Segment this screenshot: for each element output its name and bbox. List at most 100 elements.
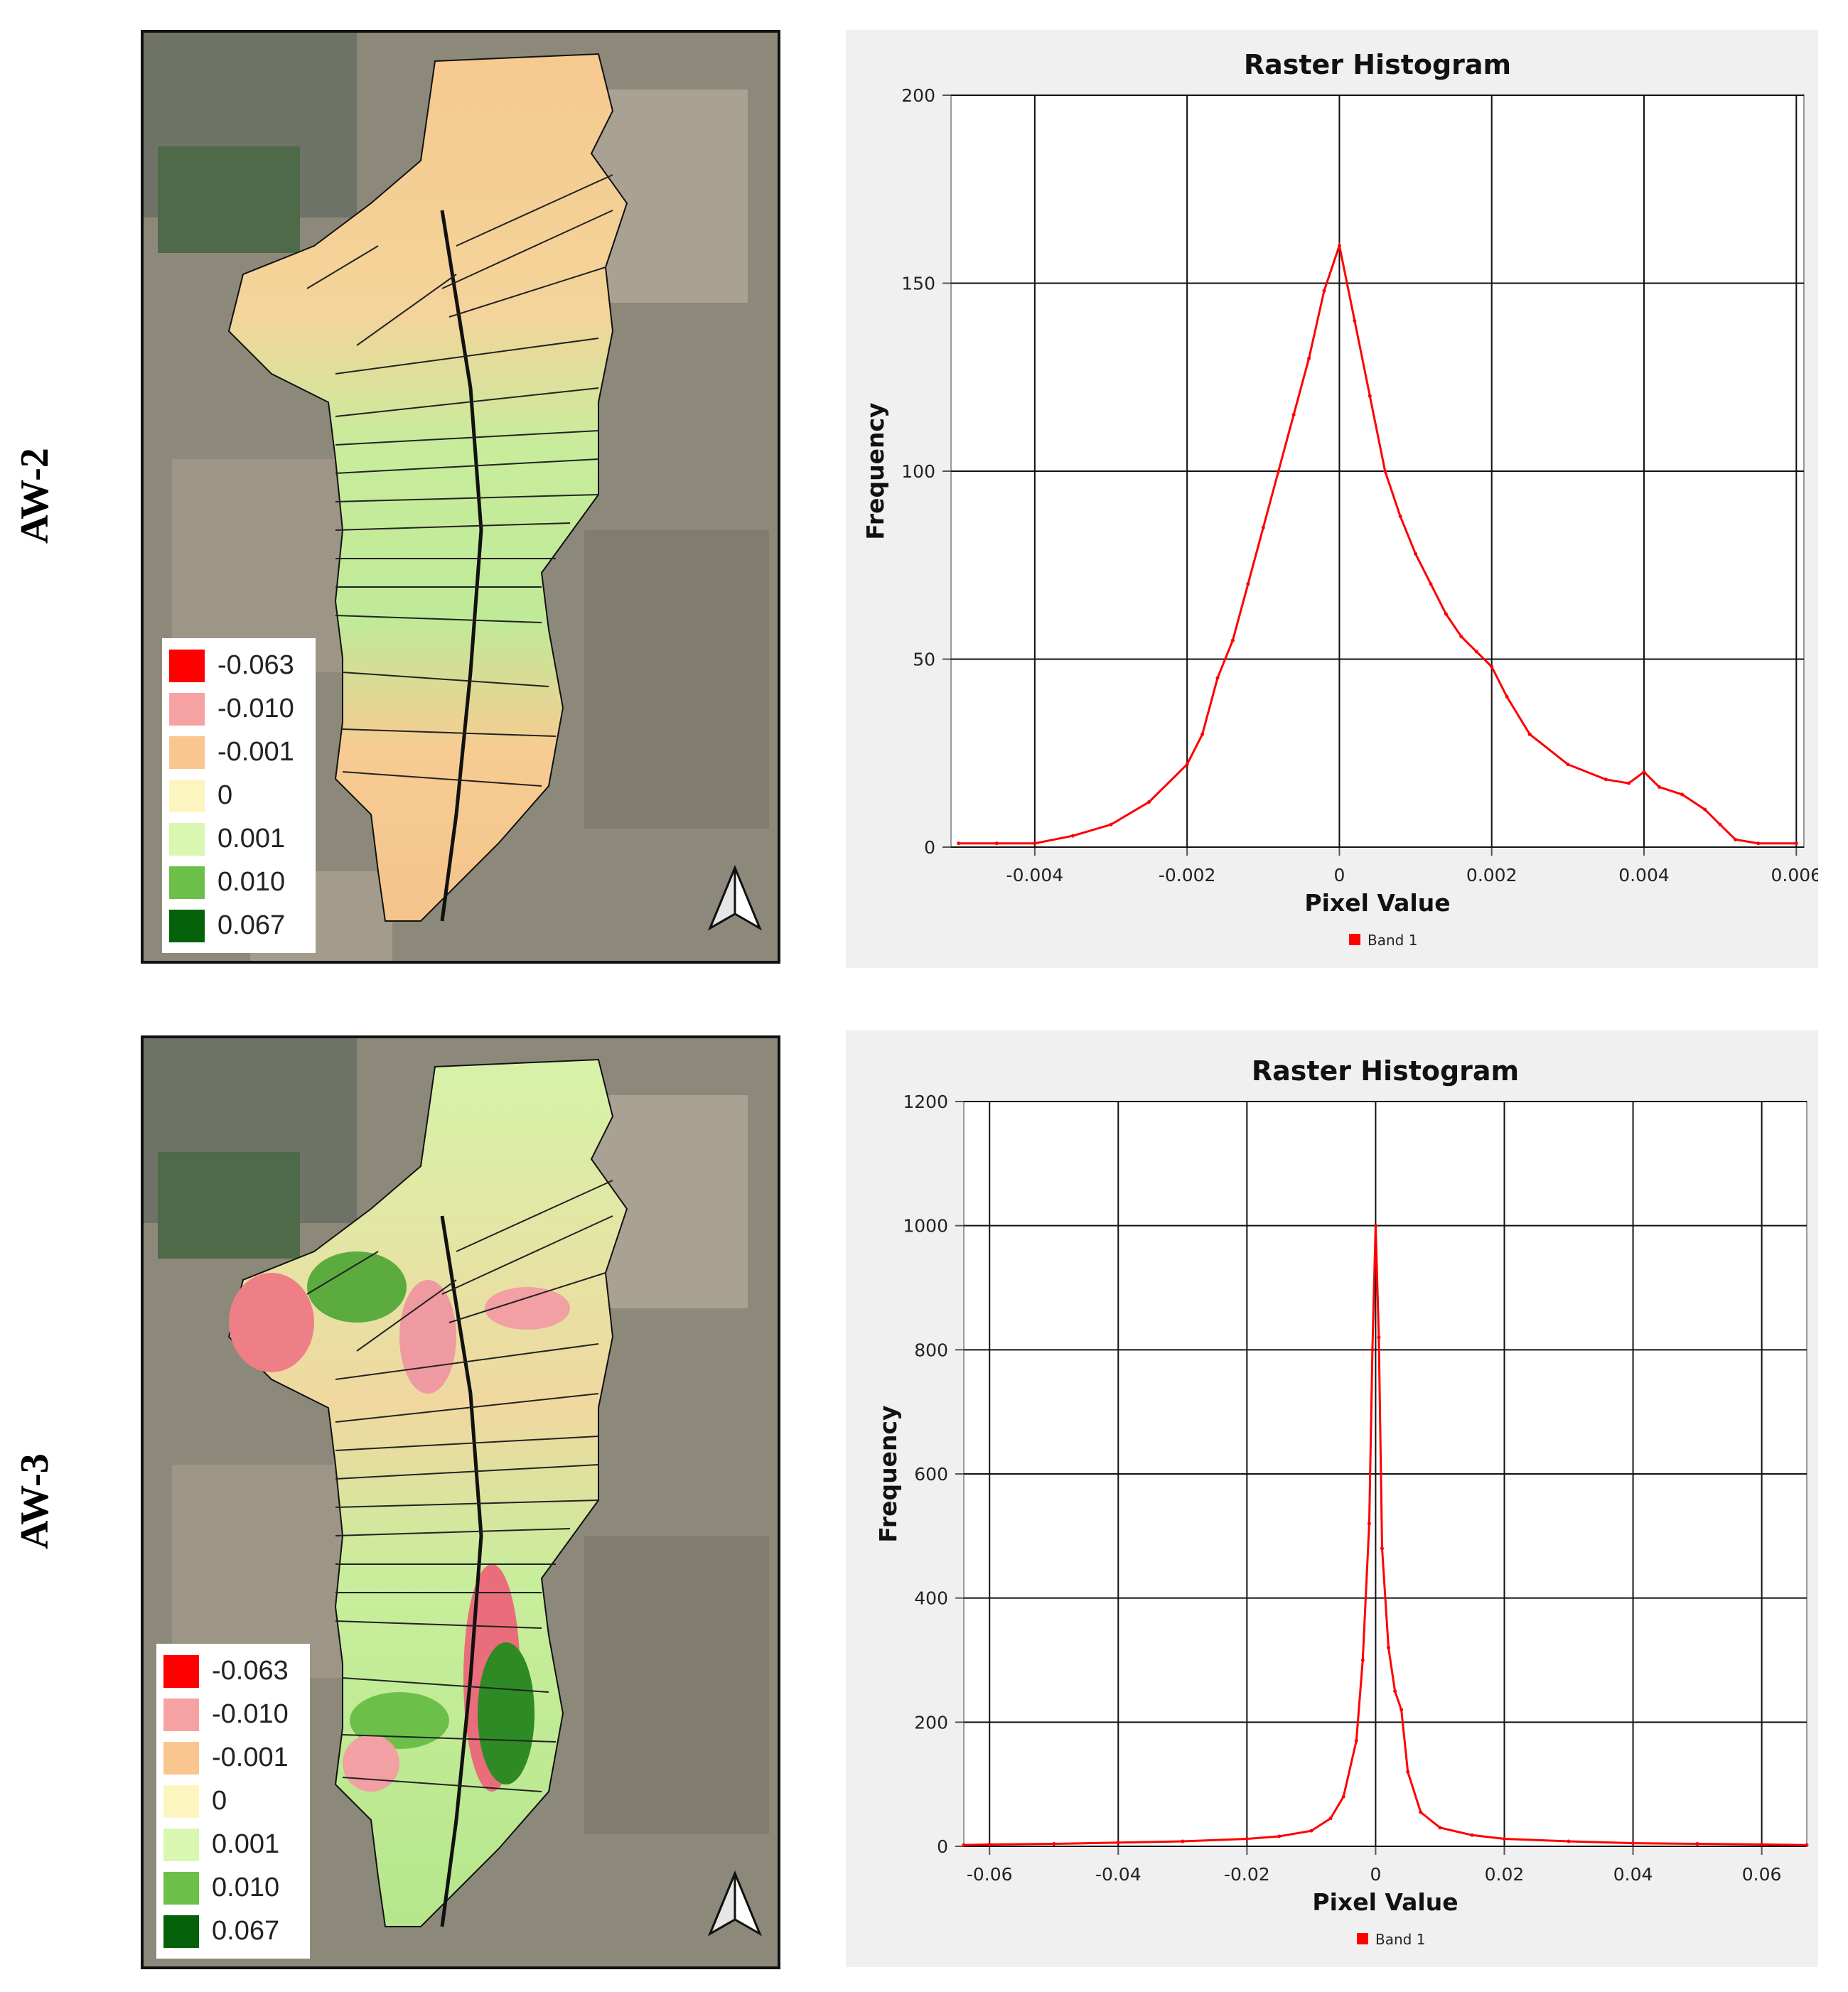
x-tick-label: 0.06 bbox=[1742, 1864, 1782, 1885]
legend-item: 0.067 bbox=[169, 904, 308, 947]
x-tick-label: 0.006 bbox=[1771, 865, 1818, 885]
data-point bbox=[1398, 514, 1402, 518]
map-aw3-legend: -0.063 -0.010 -0.001 0 0.001 0.010 0.067 bbox=[156, 1644, 310, 1959]
legend-swatch bbox=[163, 1871, 199, 1905]
data-point bbox=[1627, 781, 1631, 785]
legend-item: -0.063 bbox=[169, 644, 308, 687]
data-point bbox=[1261, 525, 1265, 529]
data-point bbox=[1337, 244, 1341, 248]
data-point bbox=[1291, 413, 1296, 417]
x-tick-label: 0.02 bbox=[1485, 1864, 1525, 1885]
data-point bbox=[1200, 732, 1205, 736]
legend-swatch bbox=[169, 909, 205, 942]
y-tick-label: 1000 bbox=[903, 1216, 948, 1237]
north-arrow-icon bbox=[707, 1870, 763, 1937]
data-point bbox=[1185, 763, 1189, 767]
series-line-band-1 bbox=[963, 1225, 1807, 1846]
data-point bbox=[1373, 1224, 1377, 1228]
legend-swatch bbox=[163, 1698, 199, 1731]
legend-swatch bbox=[163, 1828, 199, 1861]
data-point bbox=[1567, 1839, 1571, 1843]
legend-label: 0.001 bbox=[217, 824, 286, 854]
legend-swatch bbox=[169, 866, 205, 899]
data-point bbox=[1400, 1708, 1404, 1712]
legend-label: -0.063 bbox=[217, 650, 294, 680]
legend-label: 0 bbox=[212, 1786, 227, 1816]
legend-swatch bbox=[169, 692, 205, 726]
data-point bbox=[1603, 777, 1608, 782]
data-point bbox=[1070, 834, 1075, 838]
legend-label: 0.067 bbox=[212, 1916, 280, 1946]
legend-item: 0.001 bbox=[163, 1823, 303, 1866]
data-point bbox=[1309, 1829, 1314, 1833]
north-arrow-icon bbox=[707, 865, 763, 931]
data-point bbox=[1419, 1810, 1423, 1814]
data-point bbox=[1631, 1841, 1635, 1846]
data-point bbox=[1505, 694, 1509, 699]
y-tick-label: 0 bbox=[924, 837, 935, 858]
data-point bbox=[1370, 1347, 1375, 1352]
legend-label: Band 1 bbox=[1368, 932, 1417, 949]
y-tick-label: 200 bbox=[914, 1712, 948, 1733]
data-point bbox=[1277, 1834, 1282, 1838]
data-point bbox=[1387, 1646, 1391, 1650]
data-point bbox=[1116, 1841, 1120, 1845]
x-tick-label: 0 bbox=[1370, 1864, 1381, 1885]
legend-swatch bbox=[169, 649, 205, 682]
legend-item: 0.001 bbox=[169, 817, 308, 861]
x-axis-label: Pixel Value bbox=[1312, 1888, 1458, 1916]
legend-swatch bbox=[1357, 1933, 1368, 1944]
data-point bbox=[1368, 394, 1372, 398]
legend-item: 0.067 bbox=[163, 1910, 303, 1953]
data-point bbox=[1703, 807, 1707, 812]
legend-swatch bbox=[163, 1654, 199, 1688]
legend-label: 0.010 bbox=[217, 867, 286, 897]
histogram-aw2: Raster Histogram -0.004 -0.002 0 0.002 0.004 0… bbox=[846, 30, 1818, 968]
y-tick-label: 800 bbox=[914, 1340, 948, 1360]
data-point bbox=[1527, 732, 1532, 736]
y-axis-label: Frequency bbox=[861, 402, 889, 539]
chart-title: Raster Histogram bbox=[1244, 49, 1511, 80]
map-aw3: -0.063 -0.010 -0.001 0 0.001 0.010 0.067 bbox=[141, 1035, 780, 1969]
data-point bbox=[1245, 1837, 1249, 1841]
legend-item: -0.063 bbox=[163, 1649, 303, 1693]
data-point bbox=[1353, 318, 1357, 323]
legend-item: -0.001 bbox=[169, 731, 308, 774]
legend-label: -0.063 bbox=[212, 1656, 289, 1686]
histogram-aw2-svg: Raster Histogram -0.004 -0.002 0 0.002 0.004 0… bbox=[861, 49, 1818, 949]
data-point bbox=[1246, 582, 1250, 586]
legend-swatch bbox=[163, 1915, 199, 1948]
y-tick-label: 0 bbox=[937, 1836, 948, 1857]
legend-swatch bbox=[163, 1784, 199, 1818]
x-tick-label: -0.02 bbox=[1224, 1864, 1270, 1885]
data-point bbox=[1406, 1770, 1410, 1774]
data-point bbox=[1393, 1689, 1397, 1694]
x-tick-label: 0.002 bbox=[1466, 865, 1517, 885]
legend-swatch bbox=[169, 736, 205, 769]
data-point bbox=[1380, 1546, 1384, 1551]
data-point bbox=[1181, 1839, 1185, 1843]
legend-item: -0.001 bbox=[163, 1736, 303, 1780]
data-point bbox=[1341, 1794, 1345, 1799]
data-point bbox=[1147, 800, 1151, 804]
legend-label: 0 bbox=[217, 780, 233, 810]
legend-item: 0 bbox=[163, 1780, 303, 1823]
y-tick-label: 400 bbox=[914, 1588, 948, 1609]
chart-title: Raster Histogram bbox=[1252, 1055, 1519, 1087]
legend-swatch bbox=[169, 822, 205, 856]
data-point bbox=[1734, 837, 1738, 841]
data-point bbox=[987, 1842, 992, 1846]
data-point bbox=[1642, 770, 1646, 774]
x-tick-label: -0.04 bbox=[1095, 1864, 1141, 1885]
legend-swatch bbox=[163, 1741, 199, 1775]
legend-label: 0.001 bbox=[212, 1829, 280, 1859]
data-point bbox=[1033, 841, 1037, 846]
legend-label: Band 1 bbox=[1375, 1931, 1425, 1948]
y-tick-label: 200 bbox=[901, 85, 935, 106]
data-point bbox=[1322, 289, 1326, 293]
data-point bbox=[1680, 792, 1685, 797]
data-point bbox=[1052, 1842, 1056, 1846]
data-point bbox=[1566, 763, 1570, 767]
legend-item: 0.010 bbox=[163, 1866, 303, 1910]
map-aw2-legend: -0.063 -0.010 -0.001 0 0.001 0.010 0.067 bbox=[162, 638, 316, 953]
